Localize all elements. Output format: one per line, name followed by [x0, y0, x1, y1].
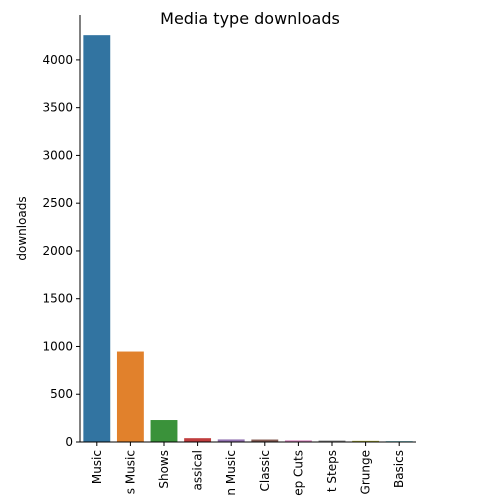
y-tick-label-2: 1000 [42, 339, 73, 353]
x-ticks-group: Music s Music Shows assical n Music Classic ep… [90, 442, 406, 496]
x-tick-label-9: Basics [392, 450, 406, 488]
y-tick-label-6: 3000 [42, 148, 73, 162]
bar-3 [184, 438, 211, 442]
y-ticks-group: 0 500 1000 1500 2000 2500 3000 3500 4000 [42, 53, 80, 449]
y-tick-label-7: 3500 [42, 101, 73, 115]
x-tick-label-2: Shows [157, 450, 171, 489]
x-tick-label-6: ep Cuts [291, 450, 305, 496]
bar-2 [151, 420, 178, 442]
x-tick-label-4: n Music [224, 450, 238, 496]
y-tick-label-1: 500 [50, 387, 73, 401]
x-tick-label-7: t Steps [325, 450, 339, 492]
x-tick-label-8: Grunge [359, 450, 373, 494]
bar-1 [117, 352, 144, 442]
x-tick-label-0: Music [90, 450, 104, 484]
x-tick-label-3: assical [191, 450, 205, 490]
bars-group [83, 35, 412, 442]
x-tick-label-1: s Music [123, 450, 137, 494]
y-tick-label-5: 2500 [42, 196, 73, 210]
y-tick-label-3: 1500 [42, 292, 73, 306]
y-tick-label-4: 2000 [42, 244, 73, 258]
x-tick-label-5: Classic [258, 450, 272, 492]
y-tick-label-0: 0 [65, 435, 73, 449]
y-tick-label-8: 4000 [42, 53, 73, 67]
chart-title: Media type downloads [160, 9, 340, 28]
bar-0 [83, 35, 110, 442]
y-axis-label: downloads [15, 196, 29, 260]
